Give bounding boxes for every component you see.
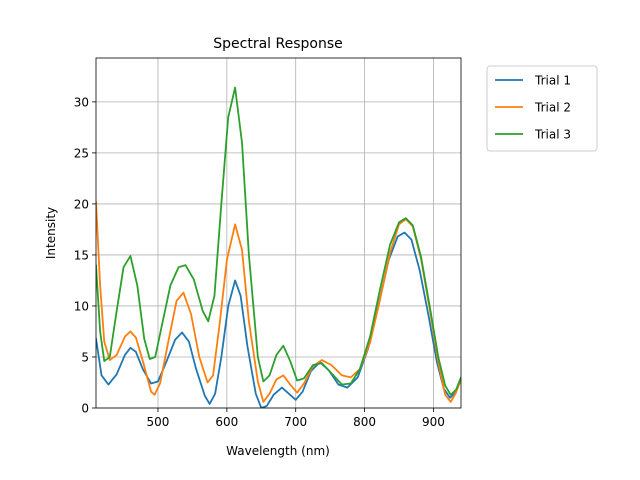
legend-label-trial-3: Trial 3: [534, 128, 571, 142]
y-tick-label-0: 0: [81, 402, 89, 416]
y-axis-label: Intensity: [44, 207, 58, 259]
chart-title: Spectral Response: [213, 36, 343, 52]
axes-layer: 500 600 700 800 900 0 5 10 15 20 25 30: [74, 57, 462, 429]
legend: Trial 1 Trial 2 Trial 3: [486, 65, 598, 152]
series-line-trial-3: [96, 86, 461, 396]
legend-label-trial-1: Trial 1: [534, 74, 571, 88]
legend-label-trial-2: Trial 2: [534, 101, 571, 115]
x-axis-label: Wavelength (nm): [226, 444, 330, 458]
series-line-trial-1: [96, 231, 461, 408]
plot-frame: [95, 57, 462, 409]
series-line-trial-2: [96, 200, 461, 403]
x-tick-label-500: 500: [147, 415, 170, 429]
x-tick-label-900: 900: [422, 415, 445, 429]
x-tick-label-700: 700: [284, 415, 307, 429]
x-tick-label-600: 600: [215, 415, 238, 429]
y-tick-label-30: 30: [74, 95, 89, 109]
y-tick-label-5: 5: [81, 350, 89, 364]
y-tick-label-15: 15: [74, 248, 89, 262]
plot-area: [96, 86, 461, 408]
y-tick-label-20: 20: [74, 197, 89, 211]
legend-box: [486, 65, 598, 152]
y-tick-label-10: 10: [74, 299, 89, 313]
y-tick-label-25: 25: [74, 146, 89, 160]
x-tick-label-800: 800: [353, 415, 376, 429]
